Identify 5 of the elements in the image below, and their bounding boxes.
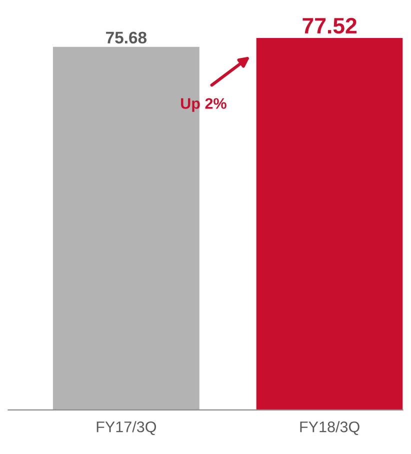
data-label: 77.52 <box>302 18 356 34</box>
x-tick-label: FY18/3Q <box>300 421 360 436</box>
annotation: Up 2% <box>181 98 226 112</box>
x-tick-label: FY17/3Q <box>96 421 156 436</box>
data-label: 75.68 <box>106 32 147 44</box>
